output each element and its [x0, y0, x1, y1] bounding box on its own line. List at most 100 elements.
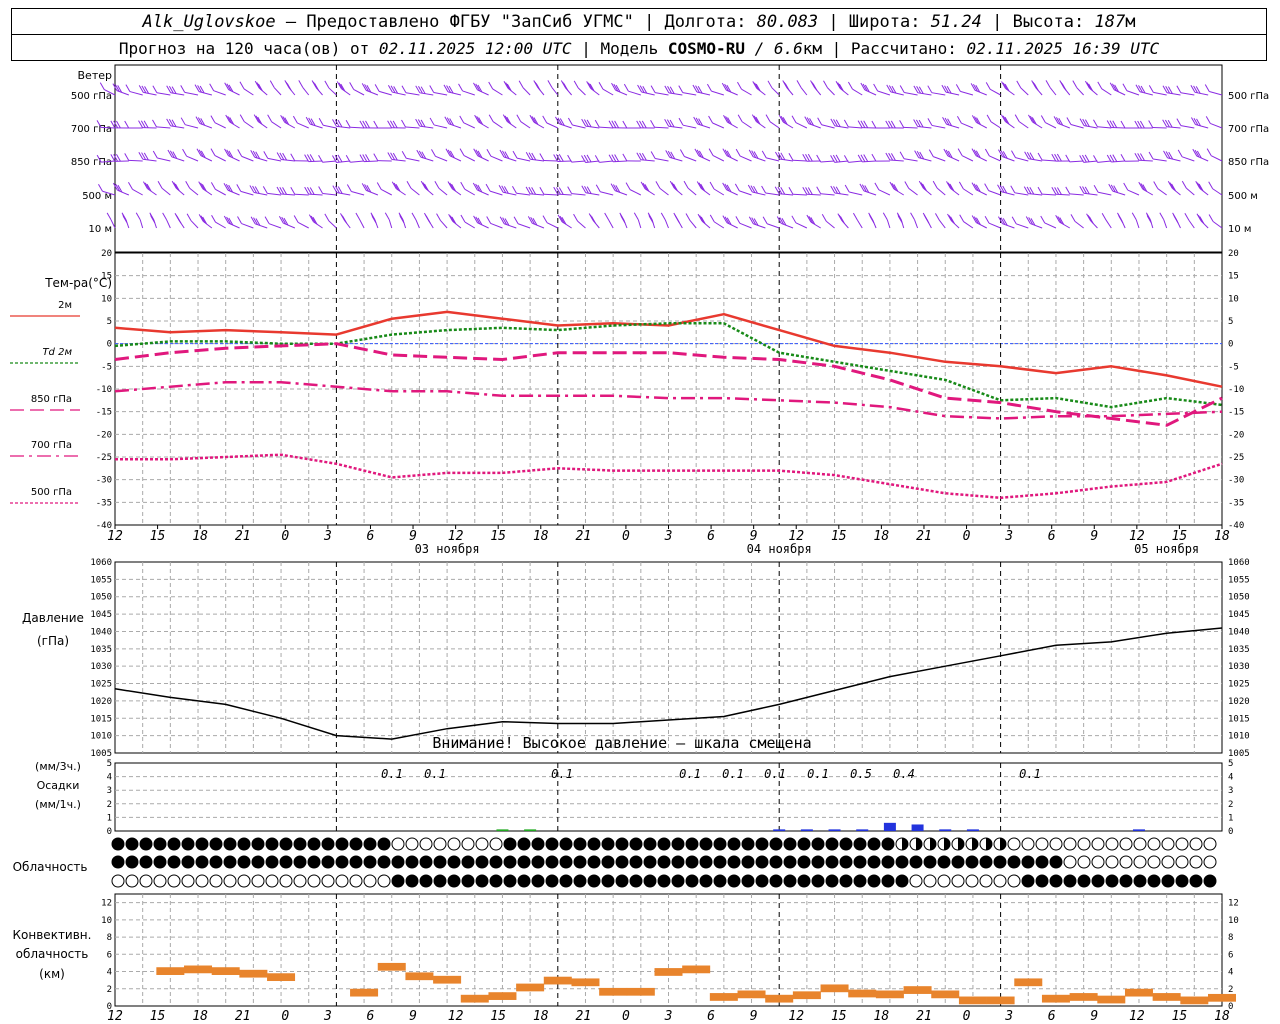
- wind-barb: [185, 181, 199, 196]
- cloud-cover-symbol: [559, 837, 573, 851]
- forecast-label: Прогноз на 120 часа(ов) от: [118, 39, 379, 58]
- temp-legend-label: Td 2м: [42, 347, 72, 358]
- cloud-cover-symbol: [727, 874, 741, 888]
- time-hour-label-bottom: 12: [788, 1009, 804, 1024]
- convective-bar: [626, 987, 655, 996]
- wind-barb: [182, 148, 199, 162]
- cloud-cover-symbol: [671, 855, 685, 869]
- wind-barb: [138, 120, 157, 129]
- wind-barb: [1208, 214, 1223, 229]
- convective-tick-right: 12: [1228, 899, 1239, 909]
- calc-time: 02.11.2025 16:39 UTC: [966, 39, 1160, 58]
- cloud-cover-symbol: [657, 837, 671, 851]
- cloud-cover-symbol: [615, 874, 629, 888]
- wind-barb: [416, 149, 434, 162]
- time-hour-label-bottom: 12: [1129, 1009, 1145, 1024]
- cloud-cover-symbol: [1203, 874, 1217, 888]
- cloud-cover-symbol: [139, 837, 153, 851]
- convective-bar: [488, 992, 517, 1000]
- cloud-cover-symbol: [993, 855, 1007, 869]
- cloud-cover-symbol: [685, 837, 699, 851]
- wind-barb: [359, 154, 378, 163]
- wind-barb: [124, 120, 143, 129]
- convective-bar: [931, 990, 960, 999]
- wind-barb: [361, 83, 379, 96]
- wind-barb: [166, 85, 185, 96]
- cloud-cover-symbol: [461, 855, 475, 869]
- time-hour-label-bottom: 6: [707, 1009, 715, 1024]
- cloud-cover-symbol: [475, 855, 489, 869]
- wind-barb: [942, 117, 960, 129]
- cloud-cover-symbol: [503, 837, 517, 851]
- model-resolution-unit: км: [802, 39, 823, 58]
- cloud-cover-symbol: [1105, 855, 1119, 869]
- cloud-cover-symbol: [685, 855, 699, 869]
- wind-barb: [180, 117, 199, 129]
- wind-barb: [633, 212, 642, 229]
- cloud-cover-symbol: [951, 855, 965, 869]
- wind-barb: [932, 180, 946, 196]
- cloud-cover-symbol: [139, 855, 153, 869]
- wind-barb: [262, 186, 282, 196]
- precip-bar: [939, 829, 952, 831]
- cloud-cover-symbol: [965, 874, 979, 888]
- wind-barb: [943, 148, 960, 162]
- wind-barb: [401, 119, 420, 129]
- cloud-cover-symbol: [1049, 874, 1063, 888]
- wind-barb: [512, 150, 531, 162]
- wind-barb: [110, 154, 129, 162]
- pressure-tick-left: 1005: [90, 749, 112, 759]
- temp-tick-right: 0: [1228, 340, 1233, 350]
- wind-barb: [882, 212, 891, 229]
- wind-barb: [308, 214, 323, 229]
- precip-panel-frame: [114, 762, 1223, 832]
- pressure-tick-right: 1050: [1228, 593, 1250, 603]
- cloud-cover-symbol: [1147, 874, 1161, 888]
- cloud-cover-symbol: [1175, 874, 1189, 888]
- wind-barb: [843, 119, 863, 129]
- temp-tick-left: -5: [101, 362, 112, 372]
- wind-barb: [138, 85, 157, 96]
- time-hour-label-bottom: 18: [533, 1009, 549, 1024]
- cloud-cover-symbol: [713, 837, 727, 851]
- temp-series-line-3: [114, 380, 1223, 420]
- time-hour-label-bottom: 21: [576, 1009, 592, 1024]
- time-hour-label-bottom: 0: [622, 1009, 630, 1024]
- cloud-cover-symbol: [531, 837, 545, 851]
- wind-barb: [788, 186, 807, 196]
- cloud-cover-symbol: [1049, 837, 1063, 851]
- wind-barb: [625, 182, 642, 196]
- wind-barb: [387, 84, 406, 96]
- cloud-cover-symbol: [475, 837, 489, 851]
- cloud-cover-symbol: [545, 874, 559, 888]
- time-hour-label: 18: [533, 529, 549, 544]
- cloud-cover-symbol: [475, 874, 489, 888]
- time-hour-label-bottom: 18: [874, 1009, 890, 1024]
- precip-tick-right: 1: [1228, 813, 1233, 823]
- wind-barb: [984, 215, 1001, 229]
- wind-barb: [997, 184, 1015, 196]
- cloud-cover-symbol: [643, 837, 657, 851]
- wind-barb: [619, 212, 628, 229]
- cloud-cover-symbol: [377, 874, 391, 888]
- cloud-cover-symbol: [1189, 855, 1203, 869]
- wind-barb: [697, 213, 711, 229]
- precip-amount-label: 0.1: [764, 767, 786, 781]
- wind-barb: [98, 184, 116, 196]
- wind-barb: [709, 181, 725, 196]
- wind-barb: [499, 216, 517, 229]
- precip-bar: [966, 829, 979, 831]
- wind-barb: [958, 181, 974, 196]
- cloud-cover-symbol: [503, 855, 517, 869]
- cloud-cover-symbol: [1175, 855, 1189, 869]
- wind-barb: [162, 212, 171, 229]
- cloud-cover-symbol: [419, 837, 433, 851]
- cloud-cover-symbol: [209, 837, 223, 851]
- time-hour-label-bottom: 15: [1172, 1009, 1188, 1024]
- cloud-cover-symbol: [377, 855, 391, 869]
- convective-tick-left: 0: [107, 1002, 112, 1012]
- wind-barb: [373, 153, 392, 162]
- cloud-cover-symbol: [965, 855, 979, 869]
- pressure-tick-right: 1010: [1228, 732, 1250, 742]
- cloud-cover-symbol: [391, 874, 405, 888]
